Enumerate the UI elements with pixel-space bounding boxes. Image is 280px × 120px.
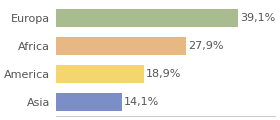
Bar <box>56 9 238 27</box>
Bar <box>56 93 122 111</box>
Text: 14,1%: 14,1% <box>124 97 159 107</box>
Text: 39,1%: 39,1% <box>240 13 276 23</box>
Text: 18,9%: 18,9% <box>146 69 181 79</box>
Text: 27,9%: 27,9% <box>188 41 224 51</box>
Bar <box>56 37 186 55</box>
Bar <box>56 65 144 83</box>
